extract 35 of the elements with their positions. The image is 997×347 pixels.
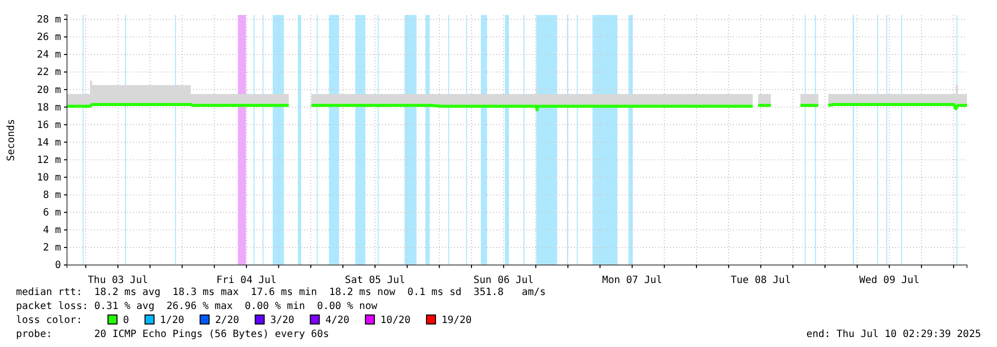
x-tick-label: Thu 03 Jul [88, 275, 148, 286]
legend-label: 1/20 [160, 315, 184, 326]
y-tick-label: 6 m [42, 208, 61, 219]
text: packet loss: 0.31 % avg 26.96 % max 0.00 % min 0.00 % now [16, 301, 378, 312]
x-tick-label: Fri 04 Jul [216, 275, 277, 286]
x-tick-label: Mon 07 Jul [602, 275, 662, 286]
y-tick-label: 22 m [36, 67, 61, 78]
y-tick-label: 2 m [42, 242, 61, 254]
y-tick-label: 26 m [36, 32, 61, 44]
legend-label: 4/20 [325, 315, 350, 326]
y-tick-label: 14 m [36, 137, 61, 148]
y-axis-title: Seconds [6, 118, 17, 162]
text: median rtt: 18.2 ms avg 18.3 ms max 17.6 ms min 18.2 ms now 0.1 ms sd 351.8 am/s [16, 287, 546, 298]
x-tick-label: Wed 09 Jul [859, 275, 920, 286]
y-tick-label: 20 m [36, 84, 61, 96]
y-tick-label: 24 m [36, 50, 61, 61]
y-tick-label: 28 m [36, 14, 61, 26]
y-tick-label: 0 [54, 260, 61, 272]
y-tick-label: 12 m [36, 154, 61, 166]
x-tick-label: Sun 06 Jul [474, 275, 534, 286]
legend-label: 10/20 [380, 315, 411, 326]
text: end: Thu Jul 10 02:29:39 2025 [806, 329, 981, 340]
y-tick-label: 18 m [36, 102, 61, 114]
legend-label: 3/20 [270, 315, 294, 326]
text: probe: 20 ICMP Echo Pings (56 Bytes) every 60s [16, 329, 330, 340]
legend-label: 19/20 [442, 315, 472, 326]
x-tick-label: Sat 05 Jul [344, 275, 406, 286]
y-tick-label: 16 m [36, 120, 61, 131]
legend-label: 0 [123, 315, 130, 326]
y-tick-label: 10 m [36, 172, 61, 184]
y-tick-label: 4 m [42, 225, 61, 236]
y-tick-label: 8 m [42, 190, 61, 202]
x-tick-label: Tue 08 Jul [730, 275, 791, 286]
legend-label: 2/20 [215, 315, 240, 326]
legend-title: loss color: [16, 315, 82, 326]
